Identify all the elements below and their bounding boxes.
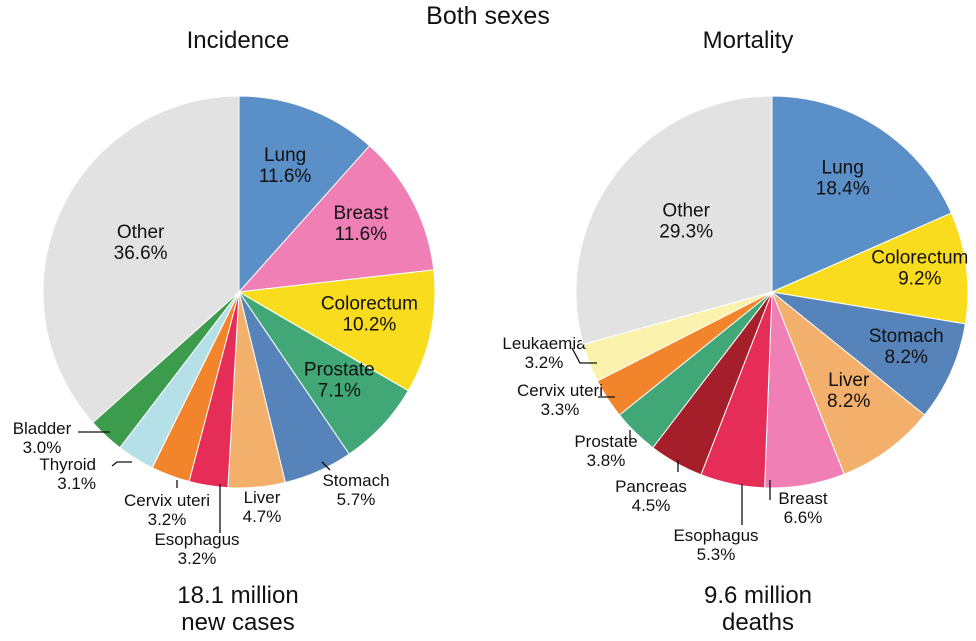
incidence-value-bladder: 3.0% bbox=[23, 438, 62, 457]
incidence-chart-title: Incidence bbox=[186, 27, 290, 54]
mortality-leader-leukaemia bbox=[571, 347, 597, 364]
mortality-label-breast: Breast bbox=[778, 489, 827, 508]
incidence-value-liver: 4.7% bbox=[243, 507, 282, 526]
incidence-value-esophagus: 3.2% bbox=[178, 549, 217, 568]
incidence-label-lung: Lung bbox=[264, 145, 306, 166]
mortality-total: 9.6 million deaths bbox=[658, 582, 858, 636]
incidence-label-other: Other bbox=[117, 222, 165, 243]
incidence-total-unit: new cases bbox=[181, 609, 295, 636]
mortality-value-leukaemia: 3.2% bbox=[525, 353, 564, 372]
mortality-chart-title: Mortality bbox=[702, 27, 794, 54]
incidence-slice-colorectum bbox=[237, 269, 436, 392]
mortality-slice-liver bbox=[770, 290, 926, 475]
mortality-value-stomach: 8.2% bbox=[885, 347, 928, 368]
incidence-label-liver: Liver bbox=[244, 488, 281, 507]
mortality-label-cervix-uteri: Cervix uteri bbox=[517, 381, 603, 400]
incidence-label-breast: Breast bbox=[333, 203, 389, 224]
mortality-label-colorectum: Colorectum bbox=[871, 247, 968, 268]
incidence-label-colorectum: Colorectum bbox=[321, 293, 418, 314]
mortality-value-other: 29.3% bbox=[659, 222, 713, 243]
mortality-value-liver: 8.2% bbox=[827, 391, 870, 412]
mortality-label-other: Other bbox=[662, 201, 710, 222]
incidence-slice-breast bbox=[237, 145, 435, 293]
incidence-label-thyroid: Thyroid bbox=[39, 455, 96, 474]
mortality-label-esophagus: Esophagus bbox=[673, 526, 758, 545]
mortality-total-unit: deaths bbox=[721, 609, 795, 636]
incidence-value-other: 36.6% bbox=[114, 243, 168, 264]
incidence-total: 18.1 million new cases bbox=[138, 582, 338, 636]
mortality-slice-other bbox=[575, 95, 773, 345]
mortality-slice-stomach bbox=[770, 291, 966, 416]
incidence-label-cervix-uteri: Cervix uteri bbox=[124, 491, 210, 510]
incidence-slice-lung bbox=[238, 95, 371, 294]
mortality-pie: Lung18.4%Colorectum9.2%Stomach8.2%Liver8… bbox=[502, 95, 969, 564]
mortality-value-cervix-uteri: 3.3% bbox=[541, 400, 580, 419]
mortality-value-colorectum: 9.2% bbox=[898, 268, 941, 289]
figure-title: Both sexes bbox=[426, 2, 550, 30]
incidence-total-value: 18.1 million bbox=[177, 582, 299, 609]
incidence-value-prostate: 7.1% bbox=[318, 381, 361, 402]
incidence-label-prostate: Prostate bbox=[304, 360, 375, 381]
mortality-value-breast: 6.6% bbox=[784, 508, 823, 527]
incidence-value-colorectum: 10.2% bbox=[342, 314, 396, 335]
mortality-value-lung: 18.4% bbox=[816, 179, 870, 200]
mortality-label-prostate: Prostate bbox=[574, 432, 637, 451]
incidence-value-thyroid: 3.1% bbox=[57, 474, 96, 493]
mortality-label-lung: Lung bbox=[822, 158, 864, 179]
mortality-label-leukaemia: Leukaemia bbox=[502, 334, 586, 353]
mortality-slice-lung bbox=[771, 95, 953, 293]
incidence-pie: Lung11.6%Breast11.6%Colorectum10.2%Prost… bbox=[13, 95, 436, 568]
incidence-value-stomach: 5.7% bbox=[337, 490, 376, 509]
incidence-leader-thyroid bbox=[111, 461, 132, 467]
mortality-value-prostate: 3.8% bbox=[587, 451, 626, 470]
incidence-value-cervix-uteri: 3.2% bbox=[148, 510, 187, 529]
incidence-value-breast: 11.6% bbox=[335, 224, 388, 245]
mortality-value-esophagus: 5.3% bbox=[697, 545, 736, 564]
mortality-value-pancreas: 4.5% bbox=[632, 496, 671, 515]
mortality-label-liver: Liver bbox=[828, 370, 870, 391]
incidence-label-esophagus: Esophagus bbox=[154, 530, 239, 549]
mortality-total-value: 9.6 million bbox=[703, 582, 813, 609]
incidence-label-stomach: Stomach bbox=[322, 471, 389, 490]
mortality-label-pancreas: Pancreas bbox=[615, 477, 687, 496]
incidence-label-bladder: Bladder bbox=[13, 419, 72, 438]
mortality-slice-colorectum bbox=[770, 212, 969, 325]
incidence-leader-stomach bbox=[321, 461, 331, 471]
incidence-value-lung: 11.6% bbox=[259, 166, 312, 187]
mortality-label-stomach: Stomach bbox=[869, 326, 944, 347]
incidence-slice-other bbox=[42, 95, 240, 424]
